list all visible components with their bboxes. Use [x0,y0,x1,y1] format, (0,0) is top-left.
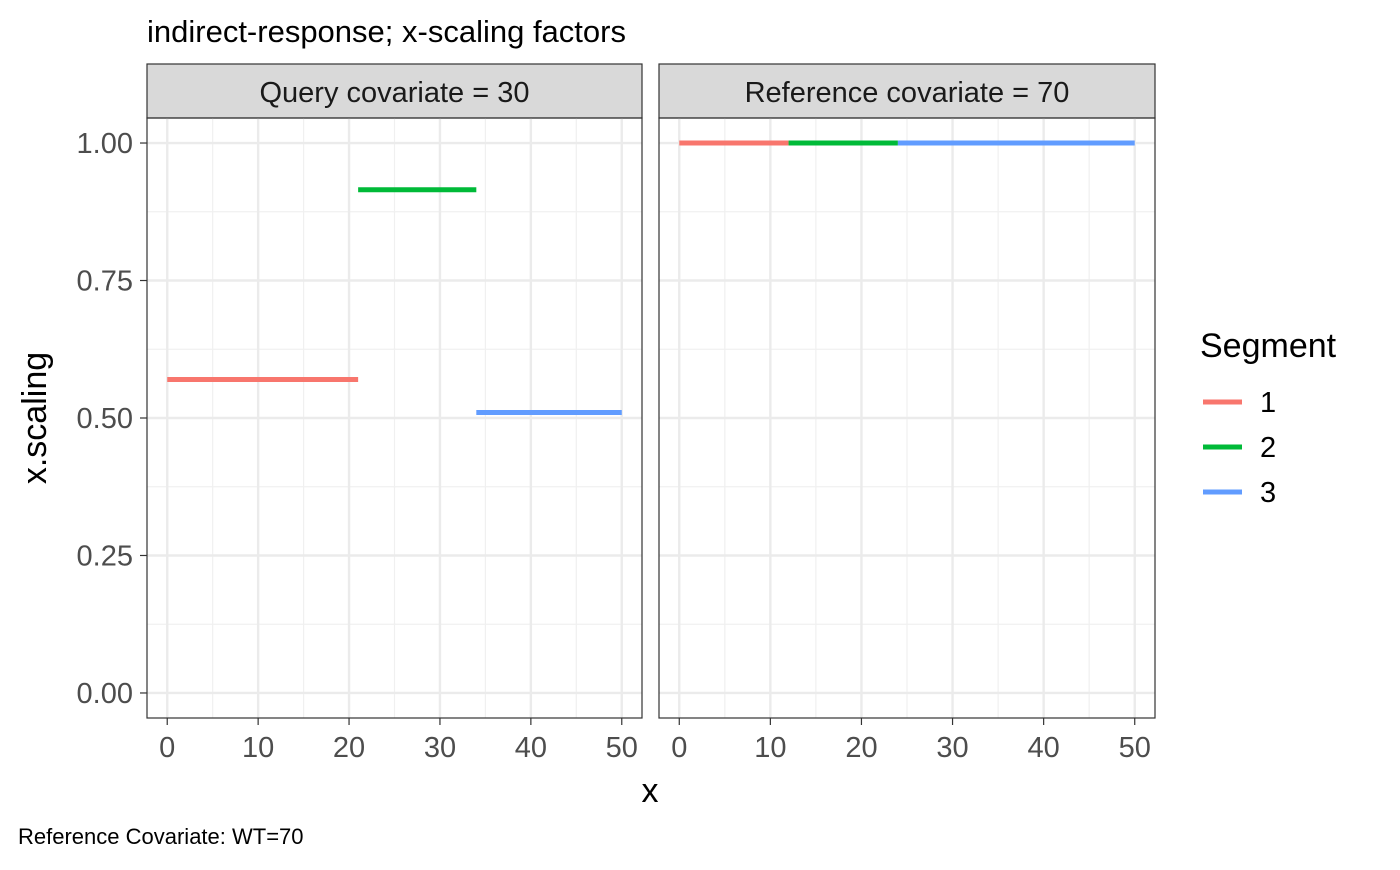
panel-border-reference [658,117,1156,719]
y-axis-title: x.scaling [16,352,54,484]
y-tick-label: 1.00 [77,128,133,160]
legend-title: Segment [1200,327,1337,365]
legend-items: 1 2 3 [1203,387,1276,509]
chart-title: indirect-response; x-scaling factors [147,14,626,49]
x-tick-label: 40 [1028,732,1060,764]
x-tick-label: 20 [333,732,365,764]
segments-query [167,187,622,416]
strip-label-query: Query covariate = 30 [259,77,529,109]
x-axes: 0 10 20 30 40 50 0 10 20 30 40 50 [159,718,1151,764]
grid-reference [659,118,1155,718]
strip-reference [658,63,1156,119]
y-tick-label: 0.00 [77,678,133,710]
strip-query [146,63,643,119]
grid-query [147,118,642,718]
x-tick-label: 20 [845,732,877,764]
x-tick-label: 50 [606,732,638,764]
y-tick-label: 0.25 [77,540,133,572]
caption: Reference Covariate: WT=70 [18,824,304,849]
y-tick-label: 0.75 [77,266,133,298]
x-tick-label: 40 [515,732,547,764]
x-tick-label: 0 [671,732,687,764]
x-tick-label: 30 [936,732,968,764]
x-tick-label: 50 [1119,732,1151,764]
y-tick-label: 0.50 [77,403,133,435]
panel-query: Query covariate = 30 [146,63,643,719]
x-tick-label: 10 [242,732,274,764]
strip-label-reference: Reference covariate = 70 [745,77,1070,109]
x-axis-title: x [642,772,659,810]
legend-label-2: 2 [1260,432,1276,464]
x-tick-label: 0 [159,732,175,764]
x-tick-label: 10 [754,732,786,764]
legend-label-1: 1 [1260,387,1276,419]
y-axis: 0.00 0.25 0.50 0.75 1.00 [77,128,147,710]
x-tick-label: 30 [424,732,456,764]
legend: Segment 1 2 3 [1200,327,1337,509]
legend-label-3: 3 [1260,477,1276,509]
panel-reference: Reference covariate = 70 [658,63,1156,719]
